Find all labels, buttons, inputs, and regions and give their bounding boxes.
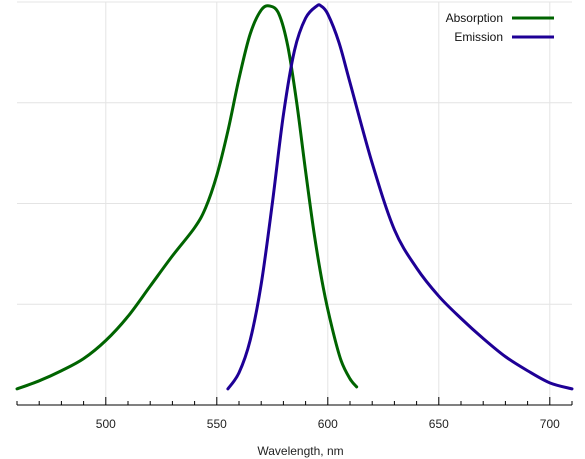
series-line-emission bbox=[226, 3, 574, 391]
legend: Absorption Emission bbox=[446, 11, 554, 44]
legend-label-absorption: Absorption bbox=[446, 11, 503, 25]
x-axis: 500 550 600 650 700 bbox=[16, 397, 573, 431]
x-tick-label: 500 bbox=[96, 417, 116, 431]
x-axis-title: Wavelength, nm bbox=[257, 444, 343, 458]
x-tick-label: 550 bbox=[207, 417, 227, 431]
x-tick-label: 700 bbox=[540, 417, 560, 431]
series-group bbox=[15, 3, 574, 391]
grid bbox=[17, 1, 572, 405]
legend-label-emission: Emission bbox=[454, 30, 503, 44]
series-line-absorption bbox=[15, 4, 359, 391]
x-tick-label: 650 bbox=[429, 417, 449, 431]
x-tick-label: 600 bbox=[318, 417, 338, 431]
